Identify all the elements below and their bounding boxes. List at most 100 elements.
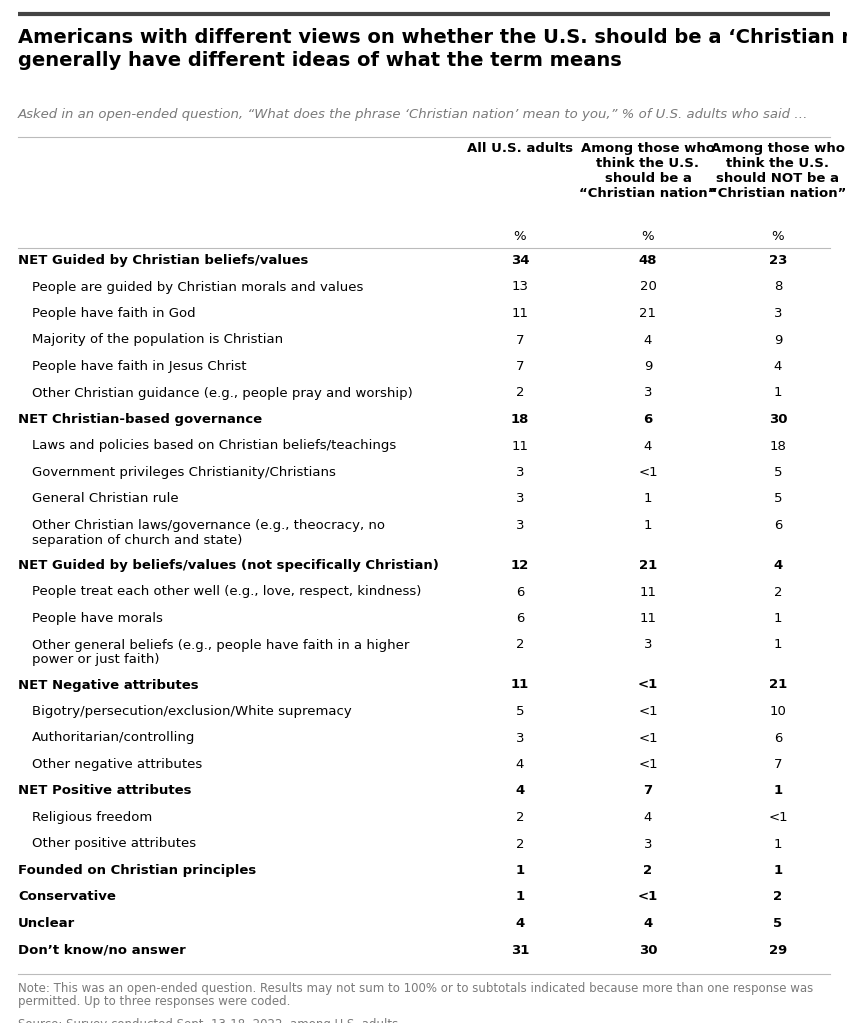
Text: %: % (772, 230, 784, 243)
Text: 2: 2 (644, 864, 652, 877)
Text: 7: 7 (774, 758, 783, 771)
Text: <1: <1 (768, 811, 788, 824)
Text: 3: 3 (774, 307, 783, 320)
Text: 3: 3 (516, 492, 524, 505)
Text: Unclear: Unclear (18, 917, 75, 930)
Text: 1: 1 (516, 890, 524, 903)
Text: Note: This was an open-ended question. Results may not sum to 100% or to subtota: Note: This was an open-ended question. R… (18, 982, 813, 995)
Text: Other positive attributes: Other positive attributes (32, 838, 197, 850)
Text: People have faith in Jesus Christ: People have faith in Jesus Christ (32, 360, 246, 373)
Text: 4: 4 (515, 785, 524, 798)
Text: 5: 5 (516, 705, 524, 718)
Text: 18: 18 (770, 440, 786, 452)
Text: 30: 30 (769, 413, 787, 426)
Text: 4: 4 (644, 333, 652, 347)
Text: 6: 6 (644, 413, 653, 426)
Text: 5: 5 (774, 492, 783, 505)
Text: Majority of the population is Christian: Majority of the population is Christian (32, 333, 283, 347)
Text: 11: 11 (512, 440, 529, 452)
Text: Government privileges Christianity/Christians: Government privileges Christianity/Chris… (32, 466, 336, 479)
Text: <1: <1 (638, 705, 658, 718)
Text: 21: 21 (639, 307, 656, 320)
Text: 1: 1 (644, 519, 652, 532)
Text: 11: 11 (639, 585, 656, 598)
Text: 11: 11 (511, 678, 529, 692)
Text: Other negative attributes: Other negative attributes (32, 758, 202, 771)
Text: 1: 1 (774, 387, 783, 400)
Text: permitted. Up to three responses were coded.: permitted. Up to three responses were co… (18, 995, 291, 1008)
Text: 4: 4 (774, 360, 782, 373)
Text: 7: 7 (516, 333, 524, 347)
Text: 6: 6 (516, 612, 524, 625)
Text: 9: 9 (644, 360, 652, 373)
Text: 4: 4 (516, 758, 524, 771)
Text: %: % (513, 230, 526, 243)
Text: 1: 1 (774, 838, 783, 850)
Text: 13: 13 (512, 280, 529, 294)
Text: 11: 11 (639, 612, 656, 625)
Text: 6: 6 (516, 585, 524, 598)
Text: 21: 21 (769, 678, 787, 692)
Text: NET Positive attributes: NET Positive attributes (18, 785, 191, 798)
Text: NET Christian-based governance: NET Christian-based governance (18, 413, 262, 426)
Text: NET Negative attributes: NET Negative attributes (18, 678, 199, 692)
Text: <1: <1 (638, 678, 658, 692)
Text: Other general beliefs (e.g., people have faith in a higher
power or just faith): Other general beliefs (e.g., people have… (32, 638, 409, 667)
Text: 2: 2 (516, 638, 524, 652)
Text: 20: 20 (639, 280, 656, 294)
Text: 12: 12 (511, 559, 529, 572)
Text: Don’t know/no answer: Don’t know/no answer (18, 943, 185, 957)
Text: Americans with different views on whether the U.S. should be a ‘Christian nation: Americans with different views on whethe… (18, 28, 847, 70)
Text: <1: <1 (638, 890, 658, 903)
Text: People treat each other well (e.g., love, respect, kindness): People treat each other well (e.g., love… (32, 585, 421, 598)
Text: 6: 6 (774, 731, 782, 745)
Text: Authoritarian/controlling: Authoritarian/controlling (32, 731, 196, 745)
Text: 2: 2 (516, 387, 524, 400)
Text: 34: 34 (511, 254, 529, 267)
Text: People have morals: People have morals (32, 612, 163, 625)
Text: 31: 31 (511, 943, 529, 957)
Text: 4: 4 (644, 917, 653, 930)
Text: 7: 7 (516, 360, 524, 373)
Text: All U.S. adults: All U.S. adults (467, 142, 573, 155)
Text: 5: 5 (773, 917, 783, 930)
Text: 2: 2 (516, 838, 524, 850)
Text: 3: 3 (644, 638, 652, 652)
Text: Source: Survey conducted Sept. 13-18, 2022, among U.S. adults.: Source: Survey conducted Sept. 13-18, 20… (18, 1018, 402, 1023)
Text: 30: 30 (639, 943, 657, 957)
Text: 11: 11 (512, 307, 529, 320)
Text: Founded on Christian principles: Founded on Christian principles (18, 864, 257, 877)
Text: 2: 2 (516, 811, 524, 824)
Text: 9: 9 (774, 333, 782, 347)
Text: People have faith in God: People have faith in God (32, 307, 196, 320)
Text: 1: 1 (516, 864, 524, 877)
Text: Asked in an open-ended question, “What does the phrase ‘Christian nation’ mean t: Asked in an open-ended question, “What d… (18, 108, 809, 121)
Text: 3: 3 (516, 731, 524, 745)
Text: 29: 29 (769, 943, 787, 957)
Text: 6: 6 (774, 519, 782, 532)
Text: Religious freedom: Religious freedom (32, 811, 152, 824)
Text: %: % (642, 230, 655, 243)
Text: 1: 1 (774, 612, 783, 625)
Text: 7: 7 (644, 785, 652, 798)
Text: 8: 8 (774, 280, 782, 294)
Text: <1: <1 (638, 758, 658, 771)
Text: <1: <1 (638, 731, 658, 745)
Text: NET Guided by beliefs/values (not specifically Christian): NET Guided by beliefs/values (not specif… (18, 559, 439, 572)
Text: 2: 2 (773, 890, 783, 903)
Text: Among those who
think the U.S.
should NOT be a
“Christian nation”: Among those who think the U.S. should NO… (709, 142, 847, 201)
Text: 3: 3 (516, 519, 524, 532)
Text: People are guided by Christian morals and values: People are guided by Christian morals an… (32, 280, 363, 294)
Text: Laws and policies based on Christian beliefs/teachings: Laws and policies based on Christian bel… (32, 440, 396, 452)
Text: 3: 3 (644, 387, 652, 400)
Text: 5: 5 (774, 466, 783, 479)
Text: 4: 4 (515, 917, 524, 930)
Text: Among those who
think the U.S.
should be a
“Christian nation”: Among those who think the U.S. should be… (579, 142, 717, 201)
Text: 1: 1 (773, 864, 783, 877)
Text: Other Christian laws/governance (e.g., theocracy, no
separation of church and st: Other Christian laws/governance (e.g., t… (32, 519, 385, 547)
Text: 4: 4 (644, 811, 652, 824)
Text: 2: 2 (774, 585, 783, 598)
Text: 18: 18 (511, 413, 529, 426)
Text: 3: 3 (644, 838, 652, 850)
Text: 10: 10 (770, 705, 786, 718)
